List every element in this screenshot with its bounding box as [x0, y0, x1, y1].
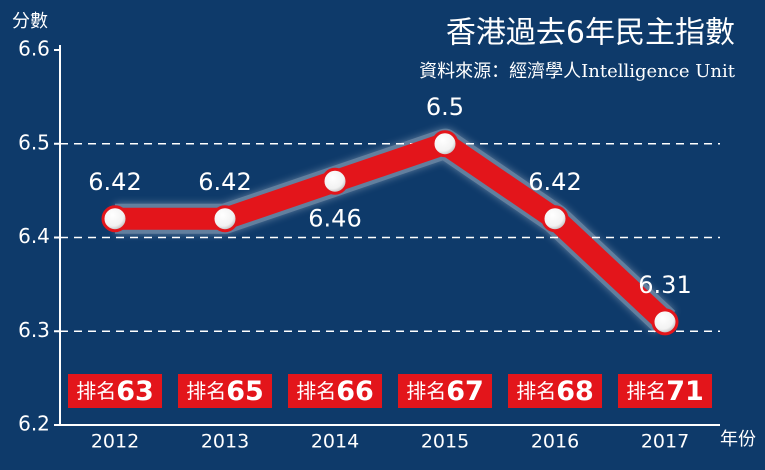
chart-subtitle: 資料來源：經濟學人Intelligence Unit	[419, 61, 736, 82]
y-axis-label: 分數	[12, 11, 48, 32]
data-point	[431, 130, 459, 158]
data-point	[541, 205, 569, 233]
rank-number: 67	[446, 376, 484, 407]
rank-box	[178, 374, 272, 408]
rank-label: 排名63	[76, 376, 154, 407]
y-tick-label: 6.2	[18, 412, 50, 436]
rank-box	[508, 374, 602, 408]
data-point	[651, 308, 679, 336]
rank-number: 66	[336, 376, 374, 407]
x-tick-label: 2016	[531, 431, 579, 453]
data-point	[321, 167, 349, 195]
data-point	[211, 205, 239, 233]
rank-prefix: 排名	[626, 379, 666, 403]
y-tick-label: 6.6	[18, 37, 50, 61]
rank-number: 71	[666, 376, 704, 407]
rank-prefix: 排名	[296, 379, 336, 403]
rank-label: 排名67	[406, 376, 484, 407]
rank-prefix: 排名	[406, 379, 446, 403]
x-axis-label: 年份	[720, 429, 756, 450]
x-tick-label: 2013	[201, 431, 249, 453]
rank-prefix: 排名	[516, 379, 556, 403]
y-tick-label: 6.3	[18, 318, 50, 342]
rank-number: 63	[116, 376, 154, 407]
rank-box	[398, 374, 492, 408]
rank-box	[288, 374, 382, 408]
rank-label: 排名66	[296, 376, 374, 407]
y-tick-label: 6.5	[18, 130, 50, 154]
x-tick-label: 2017	[641, 431, 689, 453]
x-tick-label: 2015	[421, 431, 469, 453]
rank-number: 68	[556, 376, 594, 407]
rank-box	[68, 374, 162, 408]
rank-label: 排名68	[516, 376, 594, 407]
chart-title: 香港過去6年民主指數	[446, 16, 735, 51]
rank-box	[618, 374, 712, 408]
x-tick-label: 2014	[311, 431, 359, 453]
data-label: 6.42	[88, 168, 141, 196]
rank-label: 排名71	[626, 376, 704, 407]
data-point	[101, 205, 129, 233]
data-label: 6.31	[638, 271, 691, 299]
data-label: 6.46	[308, 204, 361, 232]
rank-number: 65	[226, 376, 264, 407]
rank-prefix: 排名	[186, 379, 226, 403]
y-tick-label: 6.4	[18, 224, 50, 248]
rank-prefix: 排名	[76, 379, 116, 403]
x-tick-label: 2012	[91, 431, 139, 453]
data-label: 6.5	[426, 93, 464, 121]
data-label: 6.42	[528, 168, 581, 196]
data-label: 6.42	[198, 168, 251, 196]
data-line	[115, 132, 673, 330]
rank-label: 排名65	[186, 376, 264, 407]
